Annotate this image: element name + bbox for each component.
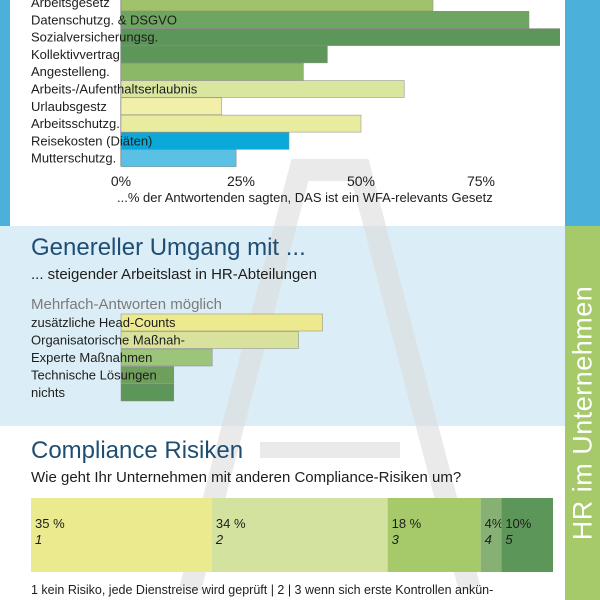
- compliance-title: Compliance Risiken: [31, 437, 244, 464]
- side-label: HR im Unternehmen: [567, 285, 597, 541]
- workload-bar-1: [120, 331, 299, 349]
- laws-category-label-9: Mutterschutzg.: [31, 151, 116, 166]
- laws-bar-0: [120, 0, 434, 12]
- laws-bar-7: [120, 114, 362, 133]
- compliance-legend: 1 kein Risiko, jede Dienstreise wird gep…: [31, 583, 494, 597]
- workload-note: Mehrfach-Antworten möglich: [31, 296, 222, 313]
- laws-axis-caption: ...% der Antwortenden sagten, DAS ist ei…: [117, 190, 493, 205]
- laws-bar-2: [120, 28, 560, 46]
- compliance-segment-0: [31, 498, 212, 572]
- compliance-segment-1: [211, 498, 388, 572]
- workload-category-label-1: Organisatorische Maßnah-: [31, 333, 185, 348]
- workload-category-label-3: Technische Lösungen: [31, 368, 157, 383]
- side-strip-bottom: [565, 226, 600, 600]
- laws-x-tick-2: 50%: [347, 173, 375, 189]
- workload-bar-3: [120, 366, 175, 384]
- compliance-category-label-3: 4: [485, 532, 492, 547]
- left-edge-strip: [0, 0, 10, 226]
- compliance-subtitle: Wie geht Ihr Unternehmen mit anderen Com…: [31, 469, 462, 486]
- compliance-stacked-bar: 35 %1 34 %2 18 %3 4%4 10%5: [31, 498, 553, 572]
- compliance-value-label-4: 10%: [505, 516, 531, 531]
- laws-x-tick-0: 0%: [111, 173, 131, 189]
- workload-category-label-2: Experte Maßnahmen: [31, 350, 152, 365]
- compliance-segment-4: [501, 498, 553, 572]
- workload-category-label-4: nichts: [31, 385, 65, 400]
- compliance-category-label-2: 3: [392, 532, 400, 547]
- laws-category-label-8: Reisekosten (Diäten): [31, 133, 152, 148]
- watermark-logo: [179, 159, 481, 590]
- laws-category-label-3: Kollektivvertrag: [31, 47, 120, 62]
- laws-x-tick-3: 75%: [467, 173, 495, 189]
- workload-bar-2: [120, 348, 213, 367]
- laws-bar-6: [120, 97, 223, 116]
- laws-x-tick-1: 25%: [227, 173, 255, 189]
- compliance-segment-3: [480, 498, 502, 572]
- workload-bar-chart: zusätzliche Head-Counts Organisatorische …: [31, 313, 323, 402]
- laws-category-label-1: Datenschutzg. & DSGVO: [31, 12, 177, 27]
- laws-category-label-6: Urlaubsgestz: [31, 99, 107, 114]
- workload-title: Genereller Umgang mit ...: [31, 234, 306, 261]
- side-strip-top: [565, 0, 600, 226]
- compliance-category-label-1: 2: [215, 532, 224, 547]
- laws-bar-3: [120, 45, 328, 64]
- workload-category-label-0: zusätzliche Head-Counts: [31, 315, 176, 330]
- laws-category-label-5: Arbeits-/Aufenthaltserlaubnis: [31, 82, 198, 97]
- compliance-value-label-1: 34 %: [216, 516, 246, 531]
- laws-bar-4: [120, 62, 304, 81]
- laws-bar-9: [120, 149, 237, 167]
- compliance-segment-2: [387, 498, 481, 572]
- laws-bar-5: [120, 80, 405, 98]
- laws-bar-1: [120, 11, 530, 29]
- compliance-value-label-3: 4%: [485, 516, 504, 531]
- compliance-category-label-0: 1: [35, 532, 42, 547]
- compliance-value-label-0: 35 %: [35, 516, 65, 531]
- laws-category-label-0: Arbeitsgesetz: [31, 0, 110, 10]
- laws-category-label-4: Angestelleng.: [31, 64, 110, 79]
- workload-bar-0: [120, 313, 323, 332]
- laws-category-label-7: Arbeitsschutzg.: [31, 116, 120, 131]
- compliance-value-label-2: 18 %: [392, 516, 422, 531]
- compliance-category-label-4: 5: [505, 532, 513, 547]
- laws-category-label-2: Sozialversicherungsg.: [31, 30, 158, 45]
- laws-bar-chart: Arbeitsgesetz Datenschutzg. & DSGVO Sozial…: [31, 0, 560, 189]
- laws-bar-8: [120, 132, 290, 150]
- workload-bar-4: [120, 383, 175, 402]
- workload-subtitle: ... steigender Arbeitslast in HR-Abteilu…: [31, 266, 317, 283]
